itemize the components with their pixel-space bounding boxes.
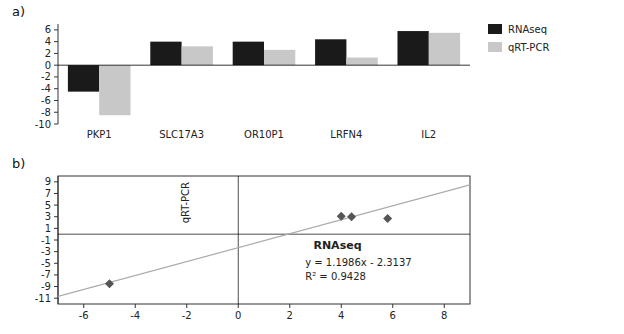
y-tick [54, 193, 58, 194]
legend-swatch [488, 42, 502, 52]
y-tick [54, 112, 58, 113]
y-tick-label: -9 [41, 281, 51, 292]
x-tick-label: 0 [235, 310, 241, 321]
y-tick-label: -10 [35, 119, 51, 130]
bar [99, 65, 130, 115]
x-tick [341, 304, 342, 308]
y-tick-label: 4 [45, 36, 51, 47]
bar [429, 33, 460, 65]
point [105, 279, 114, 288]
x-tick [135, 304, 136, 308]
x-tick-label: 2 [287, 310, 293, 321]
y-tick-label: -1 [41, 235, 51, 246]
x-tick [83, 304, 84, 308]
y-tick [54, 100, 58, 101]
x-tick [444, 304, 445, 308]
bar [150, 42, 181, 66]
y-tick-label: 3 [45, 211, 51, 222]
x-tick [186, 304, 187, 308]
x-tick-label: PKP1 [87, 129, 112, 140]
y-tick-label: -2 [41, 71, 51, 82]
x-tick-label: -2 [182, 310, 192, 321]
y-tick [54, 274, 58, 275]
x-tick-label: OR10P1 [244, 129, 284, 140]
figure: a)-10-8-6-4-20246PKP1SLC17A3OR10P1LRFN4I… [0, 0, 624, 334]
y-tick [54, 216, 58, 217]
marks [58, 185, 470, 297]
annotation: y = 1.1986x - 2.3137 [305, 257, 412, 268]
y-tick [54, 65, 58, 66]
y-tick-label: 0 [45, 60, 51, 71]
y-tick-label: 1 [45, 223, 51, 234]
plot-frame [58, 176, 470, 304]
y-tick [54, 240, 58, 241]
y-tick-label: -4 [41, 83, 51, 94]
y-tick [54, 251, 58, 252]
x-tick-label: IL2 [421, 129, 436, 140]
x-tick [392, 304, 393, 308]
y-tick-label: 5 [45, 200, 51, 211]
y-tick-label: -7 [41, 269, 51, 280]
bar [397, 31, 428, 65]
x-tick-label: LRFN4 [330, 129, 362, 140]
x-tick-label: SLC17A3 [159, 129, 204, 140]
bars [68, 31, 460, 115]
y-axis: -10-8-6-4-20246 [35, 24, 58, 130]
legend-label: RNAseq [508, 24, 547, 35]
y-tick-label: -8 [41, 107, 51, 118]
trend-line [58, 185, 470, 297]
x-axis-label: RNAseq [313, 239, 361, 252]
x-tick [289, 304, 290, 308]
x-tick [238, 304, 239, 308]
legend-swatch [488, 24, 502, 34]
bar [68, 65, 99, 91]
y-tick-label: 6 [45, 24, 51, 35]
y-tick-label: -3 [41, 246, 51, 257]
y-tick [54, 298, 58, 299]
y-tick-label: 2 [45, 48, 51, 59]
bar [315, 39, 346, 65]
y-tick-label: -5 [41, 258, 51, 269]
x-tick-label: 4 [338, 310, 344, 321]
legend-label: qRT-PCR [508, 42, 549, 53]
y-axis-label: qRT-PCR [180, 182, 191, 223]
point [347, 212, 356, 221]
y-tick [54, 88, 58, 89]
bar [346, 58, 377, 66]
y-tick [54, 124, 58, 125]
y-tick-label: -6 [41, 95, 51, 106]
zero-line-h [58, 234, 470, 235]
y-tick-label: -11 [35, 293, 51, 304]
point [383, 214, 392, 223]
y-tick [54, 181, 58, 182]
bar [182, 46, 213, 65]
x-tick-label: -6 [79, 310, 89, 321]
y-tick-label: 7 [45, 188, 51, 199]
y-tick [54, 263, 58, 264]
x-axis: -6 -4 -2 0 2 4 6 8 [79, 304, 448, 321]
y-axis: -11-9-7-5-3-113579 [35, 176, 58, 304]
y-axis-line [58, 24, 59, 124]
bar [264, 50, 295, 65]
y-tick [54, 41, 58, 42]
y-tick [54, 286, 58, 287]
panel-label: b) [12, 156, 25, 171]
x-tick-label: -4 [130, 310, 140, 321]
x-tick-label: 8 [441, 310, 447, 321]
legend: RNAseq qRT-PCR [488, 24, 549, 53]
annotation: R² = 0.9428 [305, 271, 366, 282]
y-tick [54, 53, 58, 54]
zero-line [58, 65, 470, 66]
y-tick-label: 9 [45, 176, 51, 187]
x-tick-label: 6 [390, 310, 396, 321]
point [337, 212, 346, 221]
panel-label: a) [12, 4, 25, 19]
zero-line-v [238, 176, 239, 304]
y-tick [54, 76, 58, 77]
y-tick [54, 29, 58, 30]
y-tick [54, 205, 58, 206]
bar [233, 42, 264, 66]
y-tick [54, 228, 58, 229]
